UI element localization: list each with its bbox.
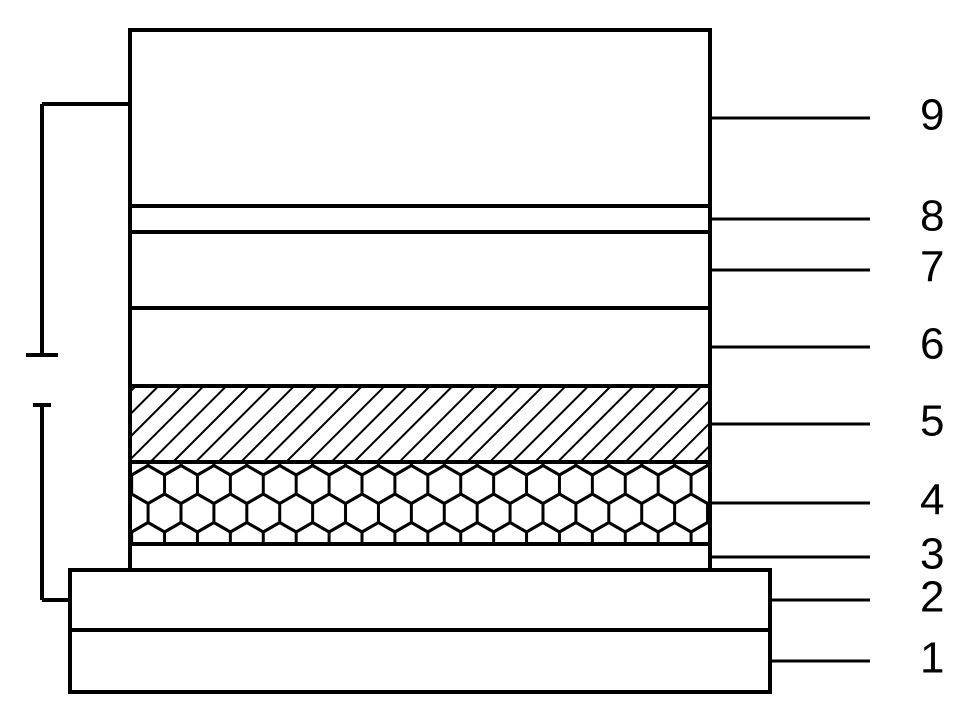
layered-schematic: 123456789 (0, 0, 978, 717)
layer-stack (70, 30, 770, 692)
circuit-symbol (26, 104, 130, 600)
layer-7 (130, 232, 710, 308)
layer-3 (130, 544, 710, 570)
layer-4-fill (130, 462, 710, 544)
layer-1 (70, 630, 770, 692)
layer-labels: 123456789 (920, 91, 944, 683)
label-2: 2 (920, 573, 944, 622)
label-4: 4 (920, 476, 944, 525)
label-6: 6 (920, 320, 944, 369)
label-5: 5 (920, 397, 944, 446)
layer-6 (130, 308, 710, 386)
label-7: 7 (920, 243, 944, 292)
label-9: 9 (920, 91, 944, 140)
layer-5-fill (130, 386, 710, 462)
label-1: 1 (920, 634, 944, 683)
label-3: 3 (920, 530, 944, 579)
layer-2 (70, 570, 770, 630)
label-8: 8 (920, 192, 944, 241)
layer-9 (130, 30, 710, 206)
layer-8 (130, 206, 710, 232)
